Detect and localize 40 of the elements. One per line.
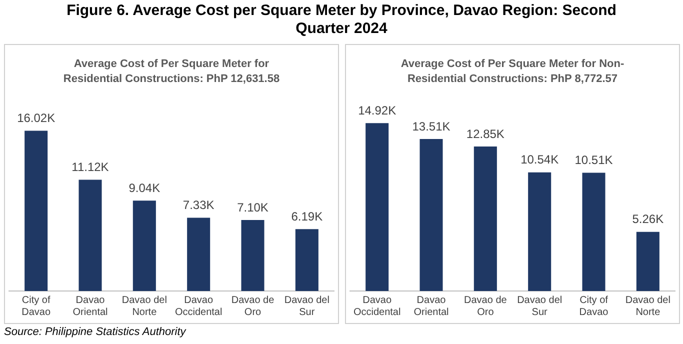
x-tick-label: City of Davao bbox=[22, 294, 51, 318]
bar bbox=[78, 180, 102, 291]
data-label: 9.04K bbox=[128, 180, 160, 195]
bar bbox=[187, 218, 210, 291]
source-note: Source: Philippine Statistics Authority bbox=[4, 326, 188, 338]
chart-subtitle: Average Cost of Per Square Meter for Residential Constructions: PhP 12,631.58 bbox=[62, 57, 281, 87]
x-tick-label: Davao Oriental bbox=[414, 294, 449, 318]
data-label: 13.51K bbox=[412, 119, 450, 134]
data-label: 11.12K bbox=[72, 160, 109, 174]
chart-title: Figure 6. Average Cost per Square Meter by Province, Davao Region: Second Quarter 2024 bbox=[66, 2, 618, 39]
data-label: 14.92K bbox=[358, 103, 396, 118]
x-tick-label: Davao del Sur bbox=[284, 294, 330, 318]
bar bbox=[420, 139, 443, 291]
bar bbox=[241, 220, 264, 291]
x-tick-label: Davao Occidental bbox=[174, 294, 222, 318]
bar bbox=[295, 229, 318, 291]
x-tick-label: Davao del Sur bbox=[517, 294, 562, 318]
bar bbox=[366, 123, 389, 291]
x-tick-label: City of Davao bbox=[579, 294, 609, 318]
chart-subtitle: Average Cost of Per Square Meter for Non-Residential Constructions: PhP 8,772.57 bbox=[400, 57, 626, 87]
data-label: 7.10K bbox=[237, 200, 268, 214]
bar bbox=[636, 232, 660, 291]
data-label: 10.54K bbox=[520, 152, 559, 167]
x-tick-label: Davao Occidental bbox=[353, 294, 401, 318]
data-label: 16.02K bbox=[17, 111, 56, 126]
data-label: 10.51K bbox=[574, 153, 613, 168]
bar bbox=[474, 146, 497, 291]
x-tick-label: Davao del Norte bbox=[625, 294, 670, 318]
x-tick-label: Davao del Norte bbox=[122, 294, 167, 318]
x-tick-label: Davao Oriental bbox=[72, 294, 108, 318]
x-tick-label: Davao de Oro bbox=[231, 294, 275, 318]
data-label: 5.26K bbox=[632, 212, 664, 226]
bar bbox=[582, 172, 606, 291]
x-tick-label: Davao de Oro bbox=[464, 294, 508, 318]
data-label: 12.85K bbox=[466, 126, 504, 141]
data-label: 7.33K bbox=[182, 198, 214, 212]
bar bbox=[24, 130, 48, 291]
bar bbox=[132, 200, 156, 291]
data-label: 6.19K bbox=[291, 209, 323, 224]
bar bbox=[528, 172, 552, 291]
